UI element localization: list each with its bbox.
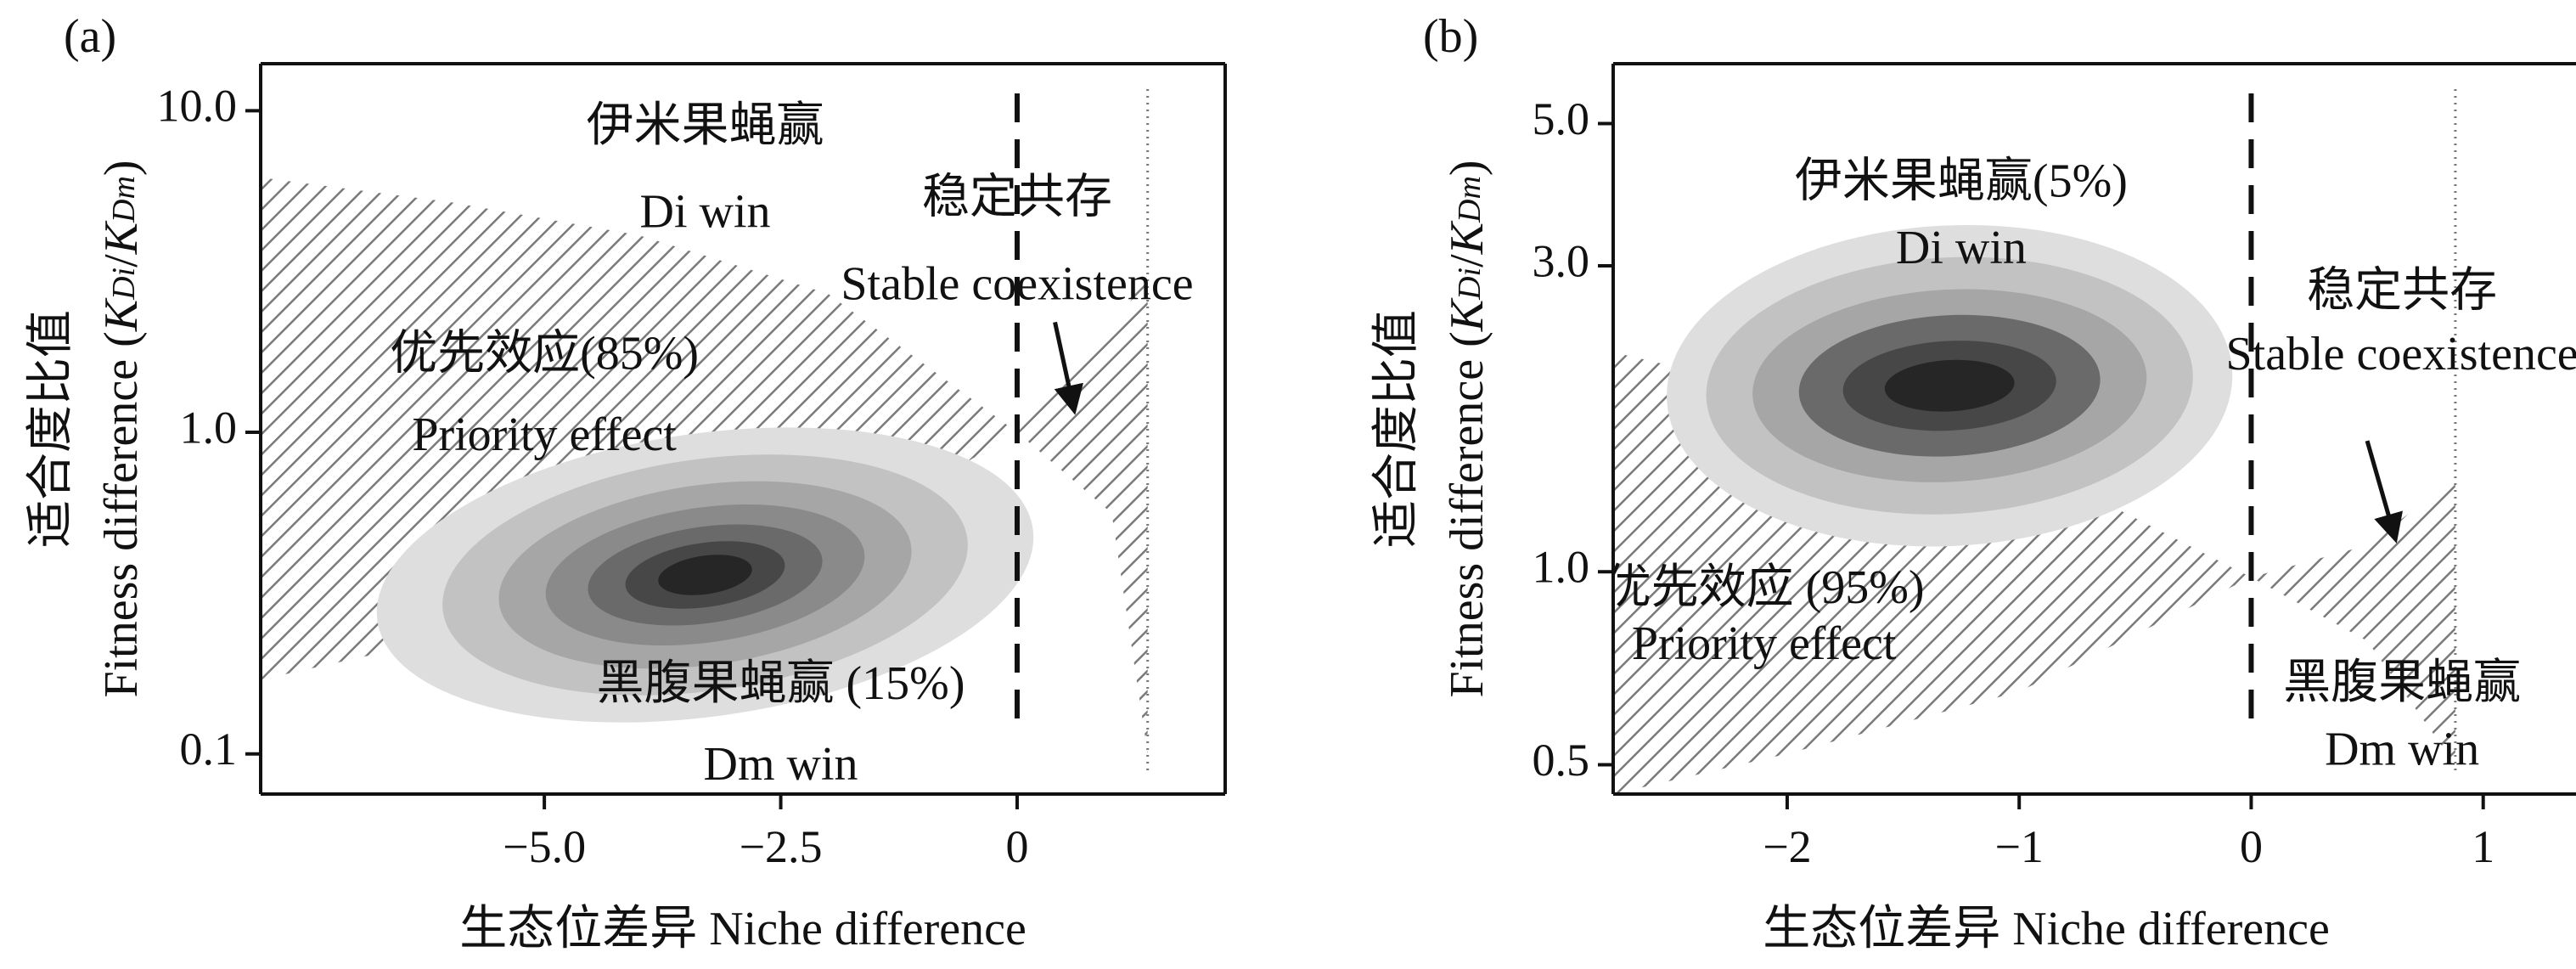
annotation-text: Dm win [704, 738, 858, 791]
x-axis-title: 生态位差异 Niche difference [459, 903, 1026, 955]
annotation-text: Stable coexistence [841, 258, 1193, 311]
annotation-text: 黑腹果蝇赢 (15%) [597, 657, 965, 710]
x-tick-label: −2.5 [740, 821, 823, 872]
annotation-text: 伊米果蝇赢 [587, 99, 824, 152]
panel-label: (a) [64, 10, 116, 63]
y-tick-label: 0.1 [180, 724, 238, 775]
y-tick-label: 1.0 [180, 402, 238, 453]
x-tick-label: −2 [1763, 821, 1811, 872]
annotation-text: 优先效应 (95%) [1604, 561, 1925, 614]
density-contour-level-6 [1884, 359, 2015, 412]
x-tick-label: −5.0 [503, 821, 586, 872]
panel-a: 伊米果蝇赢 Di win 稳定共存 Stable coexistence 优先效应(85… [25, 10, 1227, 955]
y-tick-label: 5.0 [1533, 93, 1590, 144]
x-tick-label: −1 [1994, 821, 2043, 872]
y-axis-title-en: Fitness difference (KDi/KDm) [1441, 160, 1493, 697]
plot-area: 伊米果蝇赢(5%) Di win 稳定共存 Stable coexistence 优先效… [1604, 89, 2576, 794]
annotation-text: Di win [1896, 222, 2027, 274]
annotation-text: Priority effect [1632, 617, 1897, 670]
x-axis-title: 生态位差异 Niche difference [1763, 903, 2330, 955]
panel-b: 伊米果蝇赢(5%) Di win 稳定共存 Stable coexistence 优先效… [1370, 10, 2576, 955]
y-axis-title-cn: 适合度比值 [1370, 310, 1423, 548]
annotation-text: Priority effect [412, 408, 677, 461]
x-tick-label: 0 [2240, 821, 2263, 872]
coexistence-arrow [2365, 440, 2403, 544]
y-axis-title-en: Fitness difference (KDi/KDm) [95, 160, 148, 697]
x-tick-label: 1 [2472, 821, 2494, 872]
annotation-text: 稳定共存 [2307, 264, 2497, 317]
annotation-text: Dm win [2325, 723, 2479, 775]
coexistence-arrow [1053, 321, 1083, 415]
annotation-text: 黑腹果蝇赢 [2283, 656, 2521, 709]
annotation-text: 稳定共存 [922, 172, 1112, 224]
annotation-text: Stable coexistence [2226, 328, 2576, 380]
annotation-text: 优先效应(85%) [390, 328, 699, 380]
y-tick-label: 3.0 [1533, 235, 1590, 286]
annotation-text: Di win [640, 185, 771, 238]
density-contour-level-7 [658, 555, 752, 595]
x-tick-label: 0 [1005, 821, 1028, 872]
panel-label: (b) [1423, 10, 1478, 63]
y-tick-label: 0.5 [1533, 735, 1590, 786]
annotation-text: 伊米果蝇赢(5%) [1795, 155, 2128, 208]
y-axis-title-cn: 适合度比值 [25, 310, 77, 548]
y-tick-label: 10.0 [157, 81, 238, 132]
plot-area: 伊米果蝇赢 Di win 稳定共存 Stable coexistence 优先效应(85… [261, 89, 1194, 791]
y-tick-label: 1.0 [1533, 542, 1590, 593]
